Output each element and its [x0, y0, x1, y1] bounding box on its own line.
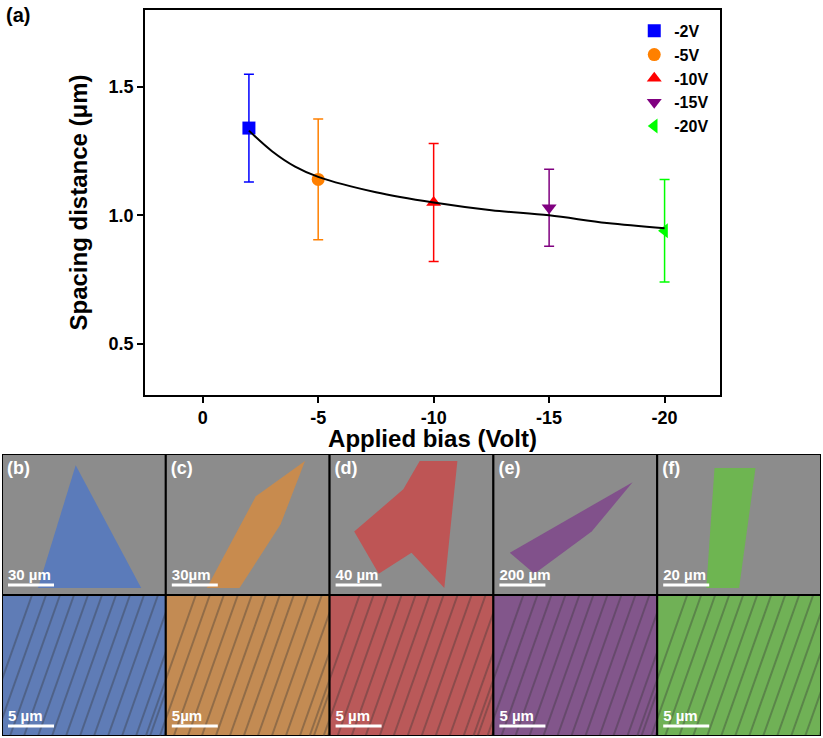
svg-text:5 µm: 5 µm [499, 707, 534, 724]
svg-text:5 µm: 5 µm [663, 707, 698, 724]
svg-text:(f): (f) [662, 458, 680, 478]
svg-text:20 µm: 20 µm [663, 566, 706, 583]
svg-text:5 µm: 5 µm [8, 707, 43, 724]
svg-text:-5V: -5V [674, 47, 699, 64]
svg-text:-20V: -20V [674, 118, 708, 135]
svg-text:Applied bias (Volt): Applied bias (Volt) [328, 425, 537, 452]
svg-text:5µm: 5µm [172, 707, 202, 724]
svg-text:0: 0 [198, 408, 208, 428]
svg-text:Spacing distance (μm): Spacing distance (μm) [65, 74, 92, 330]
svg-text:40 µm: 40 µm [336, 566, 379, 583]
svg-text:(b): (b) [7, 458, 30, 478]
svg-text:-10V: -10V [674, 71, 708, 88]
svg-text:-10: -10 [421, 408, 447, 428]
svg-text:-15V: -15V [674, 94, 708, 111]
svg-text:-2V: -2V [674, 23, 699, 40]
svg-text:-15: -15 [536, 408, 562, 428]
svg-text:(c): (c) [171, 458, 193, 478]
svg-text:1.0: 1.0 [109, 206, 134, 226]
svg-text:5 µm: 5 µm [336, 707, 371, 724]
svg-text:200 µm: 200 µm [499, 566, 550, 583]
svg-text:(d): (d) [335, 458, 358, 478]
svg-text:-20: -20 [652, 408, 678, 428]
svg-text:-5: -5 [310, 408, 326, 428]
svg-text:1.5: 1.5 [109, 77, 134, 97]
html-text:(a): (a) [6, 4, 31, 26]
svg-text:0.5: 0.5 [109, 334, 134, 354]
svg-text:(e): (e) [498, 458, 520, 478]
svg-text:30µm: 30µm [172, 566, 211, 583]
svg-text:30 µm: 30 µm [8, 566, 51, 583]
